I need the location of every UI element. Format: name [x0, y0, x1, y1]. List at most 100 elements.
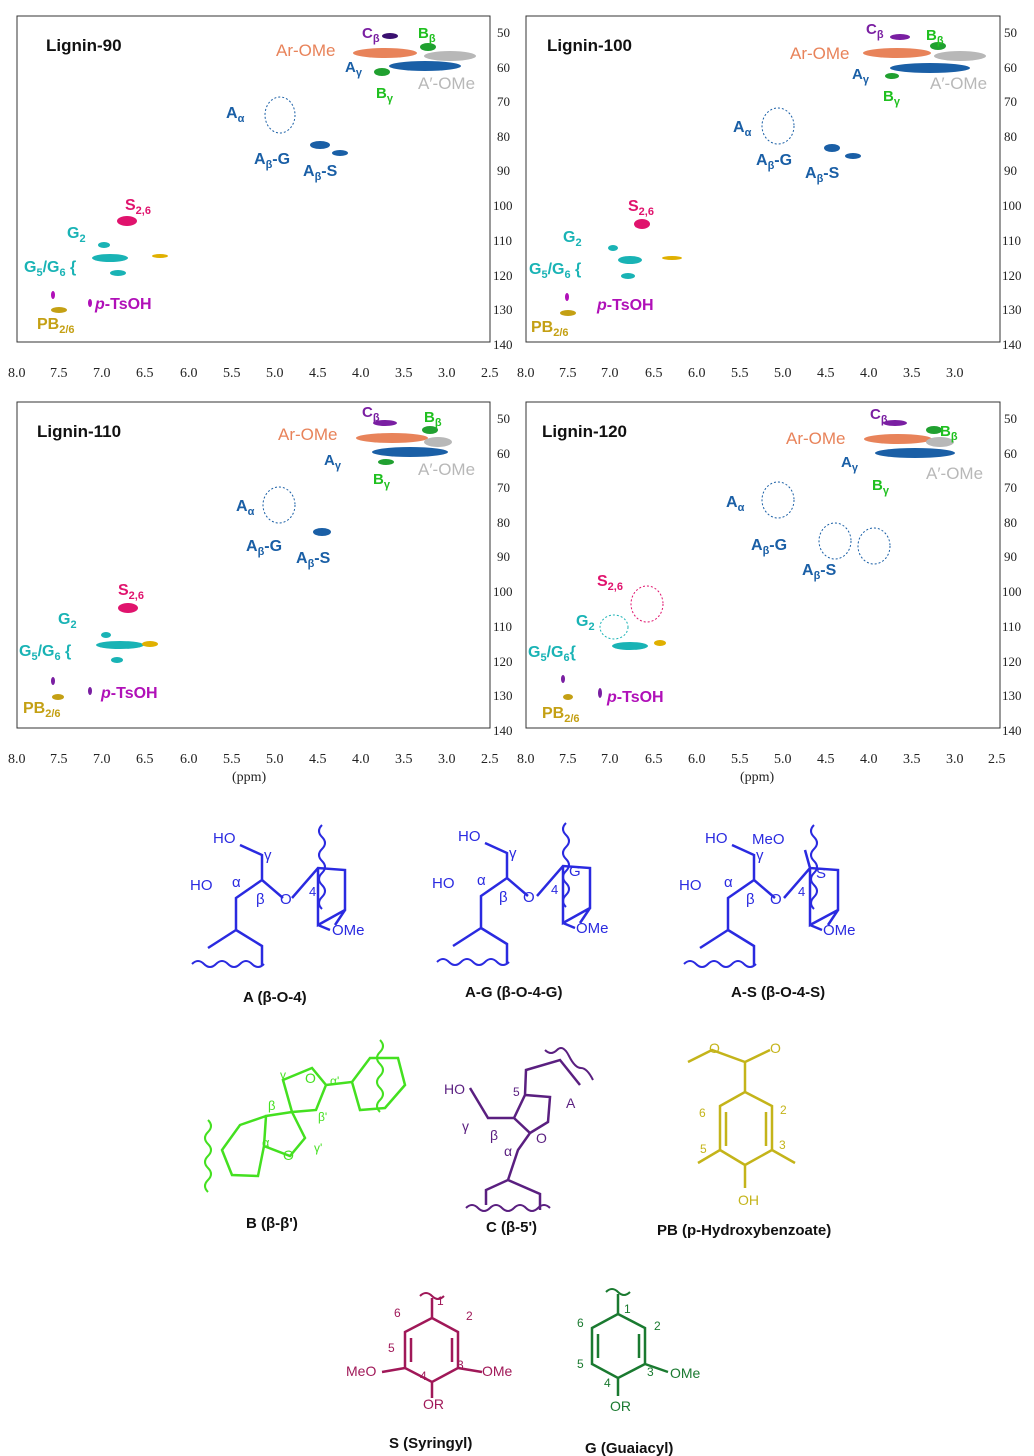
- label-4: 4: [604, 1376, 611, 1390]
- spot-a-ome: [934, 51, 986, 61]
- y-tick: 140: [493, 723, 513, 738]
- x-tick: 8.0: [8, 366, 26, 381]
- label-ab-g: Aβ-G: [254, 151, 290, 171]
- panel-title: Lignin-90: [46, 36, 122, 55]
- x-tick: 3.0: [438, 752, 456, 767]
- label-ab-s: Aβ-S: [802, 562, 837, 582]
- y-tick: 140: [1002, 337, 1022, 352]
- label-ab-s: Aβ-S: [303, 163, 338, 183]
- atom-ho: HO: [458, 828, 481, 845]
- atom-ho: HO: [190, 877, 213, 894]
- label-b-beta: Bβ: [424, 409, 442, 429]
- y-tick: 60: [1004, 446, 1017, 461]
- label-5: 5: [388, 1341, 395, 1355]
- label-b-gamma: Bγ: [373, 471, 391, 491]
- wavy-bond: [810, 824, 818, 910]
- x-axis-unit: (ppm): [232, 770, 267, 785]
- y-tick: 110: [493, 619, 512, 634]
- x-tick: 6.5: [136, 366, 154, 381]
- x-tick: 5.5: [223, 752, 241, 767]
- plot-frame: [525, 401, 1001, 729]
- structure-b-beta-beta: O O γ α' β β' α γ' B (β-β'): [204, 1039, 407, 1232]
- y-tick: 130: [493, 688, 513, 703]
- y-axis: 50 60 70 80 90 100 110 120 130 140: [1002, 411, 1022, 738]
- plot-frame: [16, 401, 491, 729]
- label-a-alpha: Aα: [733, 119, 752, 139]
- x-tick: 7.0: [93, 366, 111, 381]
- wavy-bond: [544, 1047, 594, 1081]
- x-tick: 4.5: [309, 366, 327, 381]
- label-c-beta: Cβ: [866, 21, 884, 41]
- label-ab-g: Aβ-G: [751, 537, 787, 557]
- structure-a-beta-o-4: HO HO γ α β O 4 OMe A (β-O-4): [190, 824, 365, 1006]
- y-tick: 90: [1004, 549, 1017, 564]
- atom-ome: OMe: [823, 922, 856, 939]
- label-g5-g6: G5/G6{: [528, 644, 576, 664]
- label-4: 4: [420, 1369, 427, 1383]
- label-beta-prime: β': [318, 1110, 327, 1124]
- bond-lines: [468, 1058, 581, 1210]
- spot-minor: [142, 641, 158, 647]
- label-g5-g6: G5/G6 {: [24, 259, 76, 279]
- x-tick: 6.5: [645, 752, 663, 767]
- y-tick: 90: [497, 163, 510, 178]
- atom-o: O: [523, 889, 535, 906]
- x-tick: 2.5: [988, 752, 1006, 767]
- spot-a-gamma: [389, 61, 461, 71]
- label-ab-s: Aβ-S: [805, 165, 840, 185]
- bond-lines: [381, 1298, 483, 1398]
- atom-or: OR: [423, 1396, 444, 1412]
- caption-s: S (Syringyl): [389, 1435, 472, 1452]
- label-gamma: γ: [280, 1068, 286, 1082]
- label-ab-g: Aβ-G: [756, 152, 792, 172]
- label-1: 1: [437, 1294, 444, 1308]
- label-b-beta: Bβ: [940, 423, 958, 443]
- label-g2: G2: [67, 225, 86, 245]
- x-tick: 8.0: [517, 366, 535, 381]
- x-tick: 6.0: [180, 366, 198, 381]
- spot-pb: [51, 307, 67, 313]
- spot-b-beta: [422, 426, 438, 434]
- y-tick: 140: [1002, 723, 1022, 738]
- x-tick: 6.5: [136, 752, 154, 767]
- wavy-bond: [683, 960, 757, 968]
- label-b-gamma: Bγ: [872, 477, 890, 497]
- x-tick: 3.5: [395, 752, 413, 767]
- spot-g2: [101, 632, 111, 638]
- spot-s26: [118, 603, 138, 613]
- x-axis: 8.0 7.5 7.0 6.5 6.0 5.5 5.0 4.5 4.0 3.5 …: [8, 752, 499, 767]
- spot-pts-2: [88, 299, 92, 307]
- spot-b-beta: [420, 43, 436, 51]
- label-g5-g6: G5/G6 {: [529, 261, 581, 281]
- atom-ho: HO: [213, 830, 236, 847]
- label-s26: S2,6: [118, 582, 144, 602]
- label-2: 2: [654, 1319, 661, 1333]
- y-tick: 80: [1004, 515, 1017, 530]
- spot-b-beta: [926, 426, 942, 434]
- label-g5-g6: G5/G6 {: [19, 643, 71, 663]
- label-1: 1: [624, 1302, 631, 1316]
- atom-or: OR: [610, 1398, 631, 1414]
- spot-b-beta: [930, 42, 946, 50]
- x-tick: 5.0: [266, 366, 284, 381]
- y-tick: 120: [1002, 268, 1022, 283]
- wavy-bond: [605, 1288, 631, 1296]
- spot-pts-1: [561, 675, 565, 683]
- wavy-bond: [562, 822, 570, 908]
- caption-a: A (β-O-4): [243, 989, 307, 1006]
- label-gamma: γ: [264, 847, 272, 864]
- y-tick: 70: [1004, 94, 1017, 109]
- label-ar-ome: Ar-OMe: [790, 44, 850, 63]
- spot-g2: [608, 245, 618, 251]
- label-pb: PB2/6: [23, 700, 61, 720]
- spot-ab-g: [313, 528, 331, 536]
- x-axis-unit: (ppm): [740, 770, 775, 785]
- y-tick: 130: [493, 302, 513, 317]
- label-c-beta: Cβ: [362, 25, 380, 45]
- y-axis: 50 60 70 80 90 100 110 120 130 140: [493, 25, 513, 352]
- structure-c-beta-5: HO γ β α 5 O A C (β-5'): [444, 1047, 594, 1236]
- x-tick: 4.5: [817, 752, 835, 767]
- label-beta: β: [499, 889, 508, 906]
- x-tick: 7.0: [93, 752, 111, 767]
- x-axis: 8.0 7.5 7.0 6.5 6.0 5.5 5.0 4.5 4.0 3.5 …: [8, 366, 499, 381]
